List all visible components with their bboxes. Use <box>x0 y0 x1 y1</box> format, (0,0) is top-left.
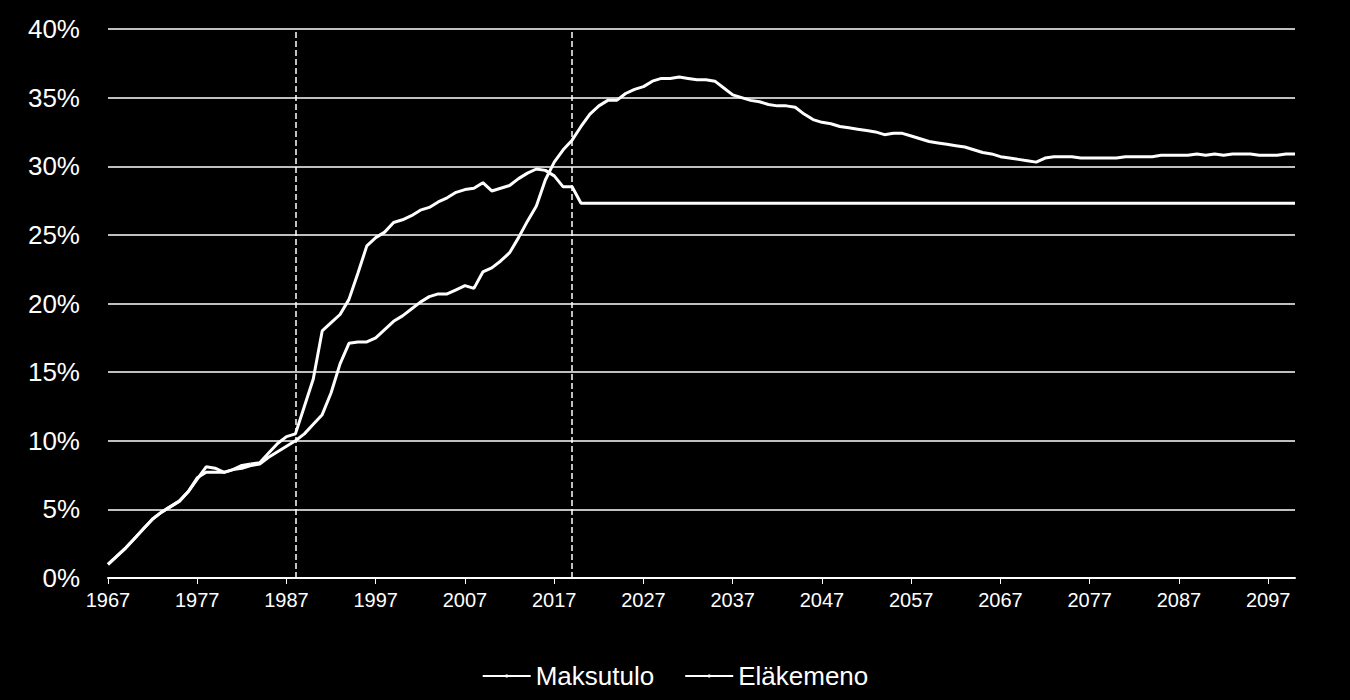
svg-text:1967: 1967 <box>86 589 131 611</box>
svg-text:1977: 1977 <box>175 589 220 611</box>
svg-text:1997: 1997 <box>353 589 398 611</box>
svg-text:40%: 40% <box>28 14 80 44</box>
svg-text:2087: 2087 <box>1157 589 1202 611</box>
svg-text:2057: 2057 <box>889 589 934 611</box>
svg-text:2047: 2047 <box>800 589 845 611</box>
svg-text:30%: 30% <box>28 151 80 181</box>
svg-text:15%: 15% <box>28 357 80 387</box>
svg-text:2007: 2007 <box>443 589 488 611</box>
svg-text:25%: 25% <box>28 220 80 250</box>
svg-text:2067: 2067 <box>978 589 1023 611</box>
svg-text:1987: 1987 <box>264 589 309 611</box>
svg-text:2097: 2097 <box>1246 589 1291 611</box>
svg-text:20%: 20% <box>28 289 80 319</box>
svg-text:2077: 2077 <box>1067 589 1112 611</box>
svg-text:35%: 35% <box>28 83 80 113</box>
svg-text:10%: 10% <box>28 426 80 456</box>
svg-text:2037: 2037 <box>710 589 755 611</box>
svg-text:5%: 5% <box>42 494 80 524</box>
svg-text:0%: 0% <box>42 563 80 593</box>
svg-text:Eläkemeno: Eläkemeno <box>738 661 868 691</box>
svg-text:Maksutulo: Maksutulo <box>536 661 655 691</box>
svg-text:2027: 2027 <box>621 589 666 611</box>
svg-text:2017: 2017 <box>532 589 577 611</box>
